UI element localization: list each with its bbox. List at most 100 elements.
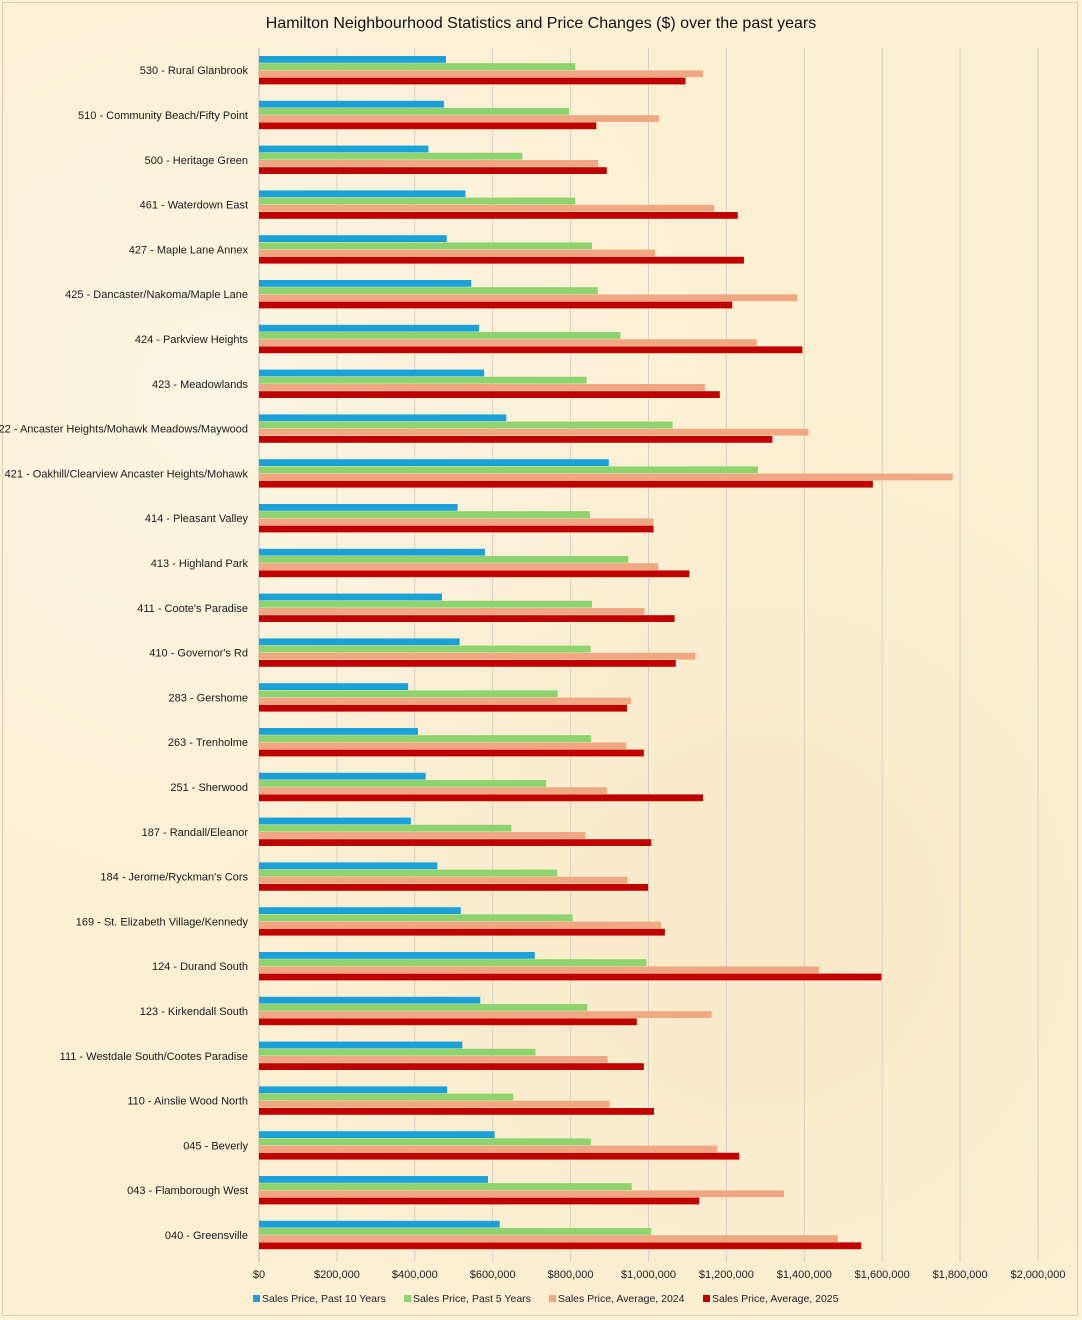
bar — [259, 928, 665, 936]
bar — [259, 832, 586, 839]
x-tick-label: $600,000 — [470, 1269, 516, 1281]
bar — [259, 862, 438, 870]
bar — [259, 593, 443, 601]
bar — [259, 160, 599, 167]
bar — [259, 749, 644, 757]
bar — [259, 167, 607, 174]
bar — [259, 876, 628, 884]
category-label: 411 - Coote's Paradise — [137, 603, 248, 615]
x-tick-labels: $0 $200,000 $400,000 $600,000 $800,000 $1,000… — [253, 1269, 1066, 1281]
category-label: 427 - Maple Lane Annex — [129, 244, 249, 256]
bar — [259, 115, 660, 122]
bar — [259, 1056, 608, 1063]
bar — [259, 376, 587, 384]
bar — [259, 100, 445, 108]
legend: Sales Price, Past 10 Years Sales Price, P… — [253, 1293, 839, 1305]
bar — [259, 1197, 700, 1205]
bar — [259, 735, 591, 742]
bar — [259, 794, 704, 802]
bar — [259, 301, 733, 309]
x-tick-label: $1,400,000 — [777, 1269, 832, 1281]
legend-label: Sales Price, Average, 2025 — [712, 1293, 839, 1305]
bar — [259, 652, 696, 660]
bar — [259, 973, 882, 981]
bar — [259, 324, 480, 332]
category-label: 184 - Jerome/Ryckman's Cors — [100, 872, 248, 884]
bar — [259, 914, 573, 922]
bar — [259, 197, 576, 205]
bar — [259, 1093, 514, 1101]
bar — [259, 436, 773, 443]
bar — [259, 728, 418, 735]
category-label: 461 - Waterdown East — [140, 200, 248, 212]
bar — [259, 56, 446, 63]
bar — [259, 480, 873, 488]
bar — [259, 697, 631, 705]
bar — [259, 1041, 463, 1049]
category-label: 500 - Heritage Green — [145, 155, 248, 167]
bar — [259, 287, 598, 294]
bar — [259, 242, 593, 250]
category-label: 040 - Greensville — [165, 1230, 248, 1242]
bar — [259, 391, 720, 398]
bar — [259, 1063, 644, 1070]
bar — [259, 1086, 448, 1094]
bar — [259, 638, 460, 646]
legend-swatch — [404, 1295, 411, 1302]
x-tick-label: $1,200,000 — [699, 1269, 754, 1281]
category-label: 283 - Gershome — [169, 692, 248, 704]
legend-swatch — [549, 1295, 556, 1302]
bar — [259, 660, 676, 667]
category-label: 169 - St. Elizabeth Village/Kennedy — [76, 916, 249, 928]
bar — [259, 645, 591, 653]
bar — [259, 152, 523, 160]
bar — [259, 600, 593, 608]
category-label: 421 - Oakhill/Clearview Ancaster Heights… — [5, 468, 249, 480]
bar — [259, 772, 426, 780]
bar — [259, 1004, 588, 1011]
category-label: 045 - Beverly — [183, 1140, 248, 1152]
bar — [259, 1220, 500, 1228]
bar — [259, 466, 758, 474]
category-label: 424 - Parkview Heights — [135, 334, 249, 346]
bar — [259, 212, 738, 219]
bar — [259, 504, 458, 511]
category-label: 414 - Pleasant Valley — [145, 513, 249, 525]
bar — [259, 204, 715, 212]
bar — [259, 1100, 610, 1108]
category-label: 530 - Rural Glanbrook — [140, 65, 249, 77]
bar — [259, 615, 675, 622]
bar — [259, 235, 447, 242]
bar — [259, 249, 656, 257]
x-tick-label: $800,000 — [548, 1269, 594, 1281]
x-tick-label: $2,000,000 — [1010, 1269, 1065, 1281]
bar — [259, 1235, 838, 1242]
category-label: 510 - Community Beach/Fifty Point — [78, 110, 248, 122]
bar — [259, 108, 570, 115]
bar — [259, 959, 647, 966]
bar — [259, 996, 481, 1004]
bar — [259, 421, 673, 429]
category-label: 263 - Trenholme — [168, 737, 248, 749]
bar — [259, 459, 609, 466]
category-label: 425 - Dancaster/Nakoma/Maple Lane — [65, 289, 248, 301]
x-tick-label: $200,000 — [314, 1269, 360, 1281]
bar — [259, 428, 809, 436]
x-tick-label: $1,000,000 — [621, 1269, 676, 1281]
bar — [259, 1183, 632, 1190]
bar — [259, 608, 645, 615]
category-label: 410 - Governor's Rd — [149, 648, 248, 660]
category-labels: 530 - Rural Glanbrook 510 - Community Bea… — [0, 65, 248, 1242]
bar — [259, 548, 485, 556]
category-label: 422 - Ancaster Heights/Mohawk Meadows/Ma… — [0, 424, 248, 436]
bar — [259, 70, 704, 78]
bar — [259, 966, 820, 974]
bar — [259, 780, 547, 787]
bar — [259, 1242, 862, 1250]
category-label: 110 - Ainslie Wood North — [127, 1096, 248, 1108]
chart-title: Hamilton Neighbourhood Statistics and Pr… — [266, 15, 817, 32]
bar — [259, 817, 411, 825]
bar — [259, 294, 798, 302]
bar — [259, 884, 649, 891]
legend-label: Sales Price, Average, 2024 — [558, 1293, 685, 1305]
